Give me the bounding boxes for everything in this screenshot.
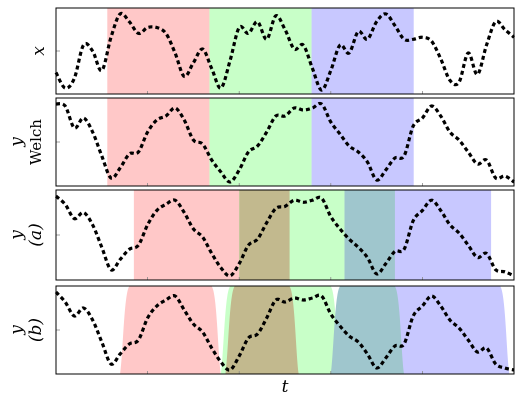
x-axis-label: t xyxy=(282,377,289,397)
panel-b-frame xyxy=(55,285,515,375)
panel-x-frame xyxy=(55,7,515,95)
panel-a-frame xyxy=(55,189,515,281)
panel-b-series-line xyxy=(54,290,515,372)
panel-a-series-line xyxy=(54,194,515,278)
panel-welch: y Welch xyxy=(7,97,515,187)
region-blue xyxy=(311,8,414,94)
panel-x: x xyxy=(29,7,516,95)
panel-a-regions xyxy=(133,190,492,280)
panel-welch-ylabel: y xyxy=(7,137,27,148)
region-olive xyxy=(239,190,290,280)
panel-b-ylabel: y xyxy=(7,325,27,336)
panel-a: y (a) xyxy=(7,189,515,281)
region-teal xyxy=(344,190,395,280)
region-green xyxy=(209,8,312,94)
panel-b-regions xyxy=(120,286,510,374)
panel-welch-regions xyxy=(107,98,414,186)
panel-b: y (b) xyxy=(7,285,515,375)
region-red xyxy=(133,190,240,280)
panel-welch-frame xyxy=(55,97,515,187)
panel-x-regions xyxy=(107,8,414,94)
panel-b-ylabel-method: (b) xyxy=(26,318,46,342)
panel-a-ylabel: y xyxy=(7,230,27,241)
region-green xyxy=(209,98,312,186)
region-red xyxy=(107,8,210,94)
region-teal xyxy=(330,286,405,374)
panel-x-ylabel: x xyxy=(29,46,49,56)
region-red xyxy=(107,98,210,186)
panel-a-ylabel-method: (a) xyxy=(26,223,46,246)
region-red xyxy=(120,286,221,374)
panel-welch-series-line xyxy=(55,101,515,184)
region-blue xyxy=(311,98,414,186)
panel-welch-ylabel-method: Welch xyxy=(27,119,45,165)
